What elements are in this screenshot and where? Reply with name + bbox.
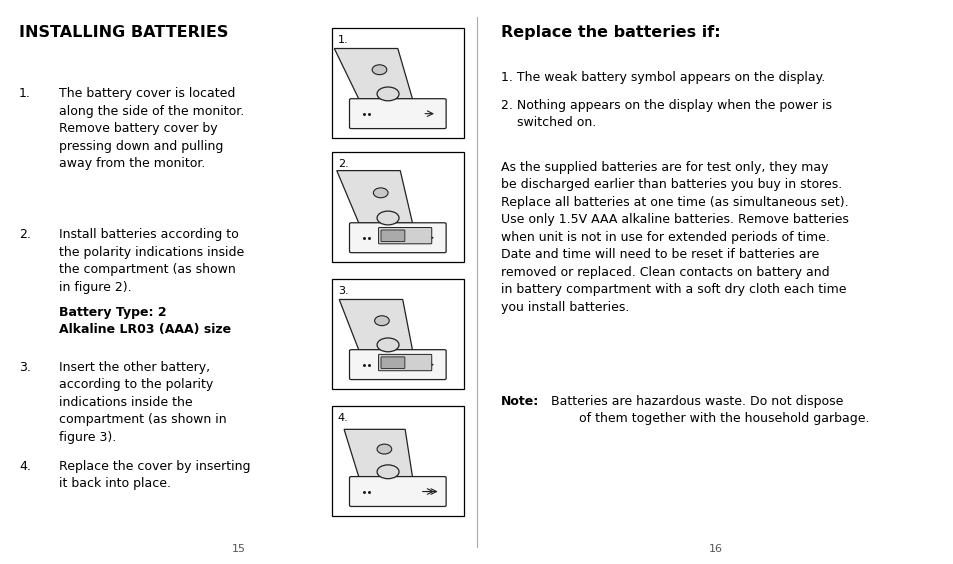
Text: Note:: Note:: [500, 395, 538, 408]
Ellipse shape: [372, 65, 386, 74]
Ellipse shape: [376, 87, 398, 101]
Text: 2. Nothing appears on the display when the power is
    switched on.: 2. Nothing appears on the display when t…: [500, 99, 831, 129]
Bar: [332, 406, 463, 516]
FancyBboxPatch shape: [349, 99, 446, 129]
Text: Replace the batteries if:: Replace the batteries if:: [500, 25, 720, 41]
Text: The battery cover is located
along the side of the monitor.
Remove battery cover: The battery cover is located along the s…: [59, 87, 244, 170]
Text: Batteries are hazardous waste. Do not dispose
        of them together with the : Batteries are hazardous waste. Do not di…: [546, 395, 868, 425]
FancyBboxPatch shape: [378, 227, 432, 244]
Text: As the supplied batteries are for test only, they may
be discharged earlier than: As the supplied batteries are for test o…: [500, 161, 848, 314]
FancyBboxPatch shape: [378, 354, 432, 371]
Ellipse shape: [376, 211, 398, 225]
Text: 1.: 1.: [19, 87, 30, 100]
Ellipse shape: [376, 444, 392, 454]
Text: 16: 16: [708, 544, 721, 554]
Text: INSTALLING BATTERIES: INSTALLING BATTERIES: [19, 25, 228, 41]
Ellipse shape: [373, 188, 388, 198]
Polygon shape: [339, 299, 412, 350]
Ellipse shape: [376, 465, 398, 479]
Text: 3.: 3.: [19, 361, 30, 374]
FancyBboxPatch shape: [349, 350, 446, 380]
Text: 15: 15: [232, 544, 245, 554]
Text: 2.: 2.: [337, 159, 348, 169]
FancyBboxPatch shape: [349, 223, 446, 253]
Ellipse shape: [375, 316, 389, 325]
Text: 1.: 1.: [337, 35, 348, 45]
Ellipse shape: [376, 338, 398, 352]
Polygon shape: [344, 429, 412, 477]
Text: 1. The weak battery symbol appears on the display.: 1. The weak battery symbol appears on th…: [500, 70, 824, 83]
Text: 4.: 4.: [19, 460, 30, 473]
Bar: [332, 279, 463, 389]
Text: Battery Type: 2
Alkaline LR03 (AAA) size: Battery Type: 2 Alkaline LR03 (AAA) size: [59, 306, 231, 336]
Text: 4.: 4.: [337, 413, 348, 423]
Bar: [332, 28, 463, 138]
Text: Insert the other battery,
according to the polarity
indications inside the
compa: Insert the other battery, according to t…: [59, 361, 227, 444]
Text: Install batteries according to
the polarity indications inside
the compartment (: Install batteries according to the polar…: [59, 228, 244, 294]
Bar: [332, 152, 463, 262]
FancyBboxPatch shape: [380, 357, 404, 368]
Text: Replace the cover by inserting
it back into place.: Replace the cover by inserting it back i…: [59, 460, 251, 490]
Polygon shape: [334, 49, 412, 99]
FancyBboxPatch shape: [349, 477, 446, 506]
FancyBboxPatch shape: [380, 230, 404, 241]
Text: 2.: 2.: [19, 228, 30, 241]
Polygon shape: [336, 170, 412, 223]
Text: 3.: 3.: [337, 286, 348, 296]
